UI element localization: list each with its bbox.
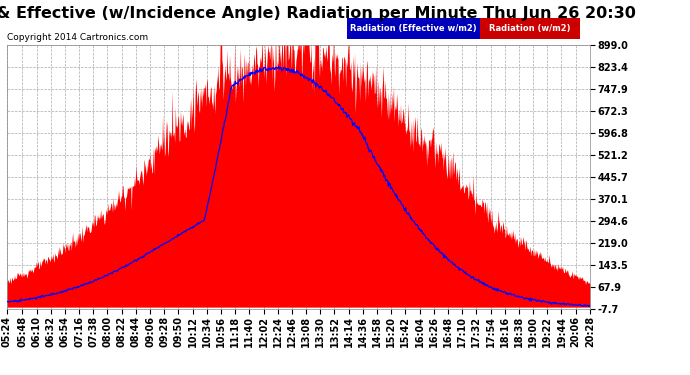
Text: Solar & Effective (w/Incidence Angle) Radiation per Minute Thu Jun 26 20:30: Solar & Effective (w/Incidence Angle) Ra… <box>0 6 635 21</box>
Text: Copyright 2014 Cartronics.com: Copyright 2014 Cartronics.com <box>7 33 148 42</box>
Text: Radiation (Effective w/m2): Radiation (Effective w/m2) <box>350 24 477 33</box>
Text: Radiation (w/m2): Radiation (w/m2) <box>489 24 571 33</box>
